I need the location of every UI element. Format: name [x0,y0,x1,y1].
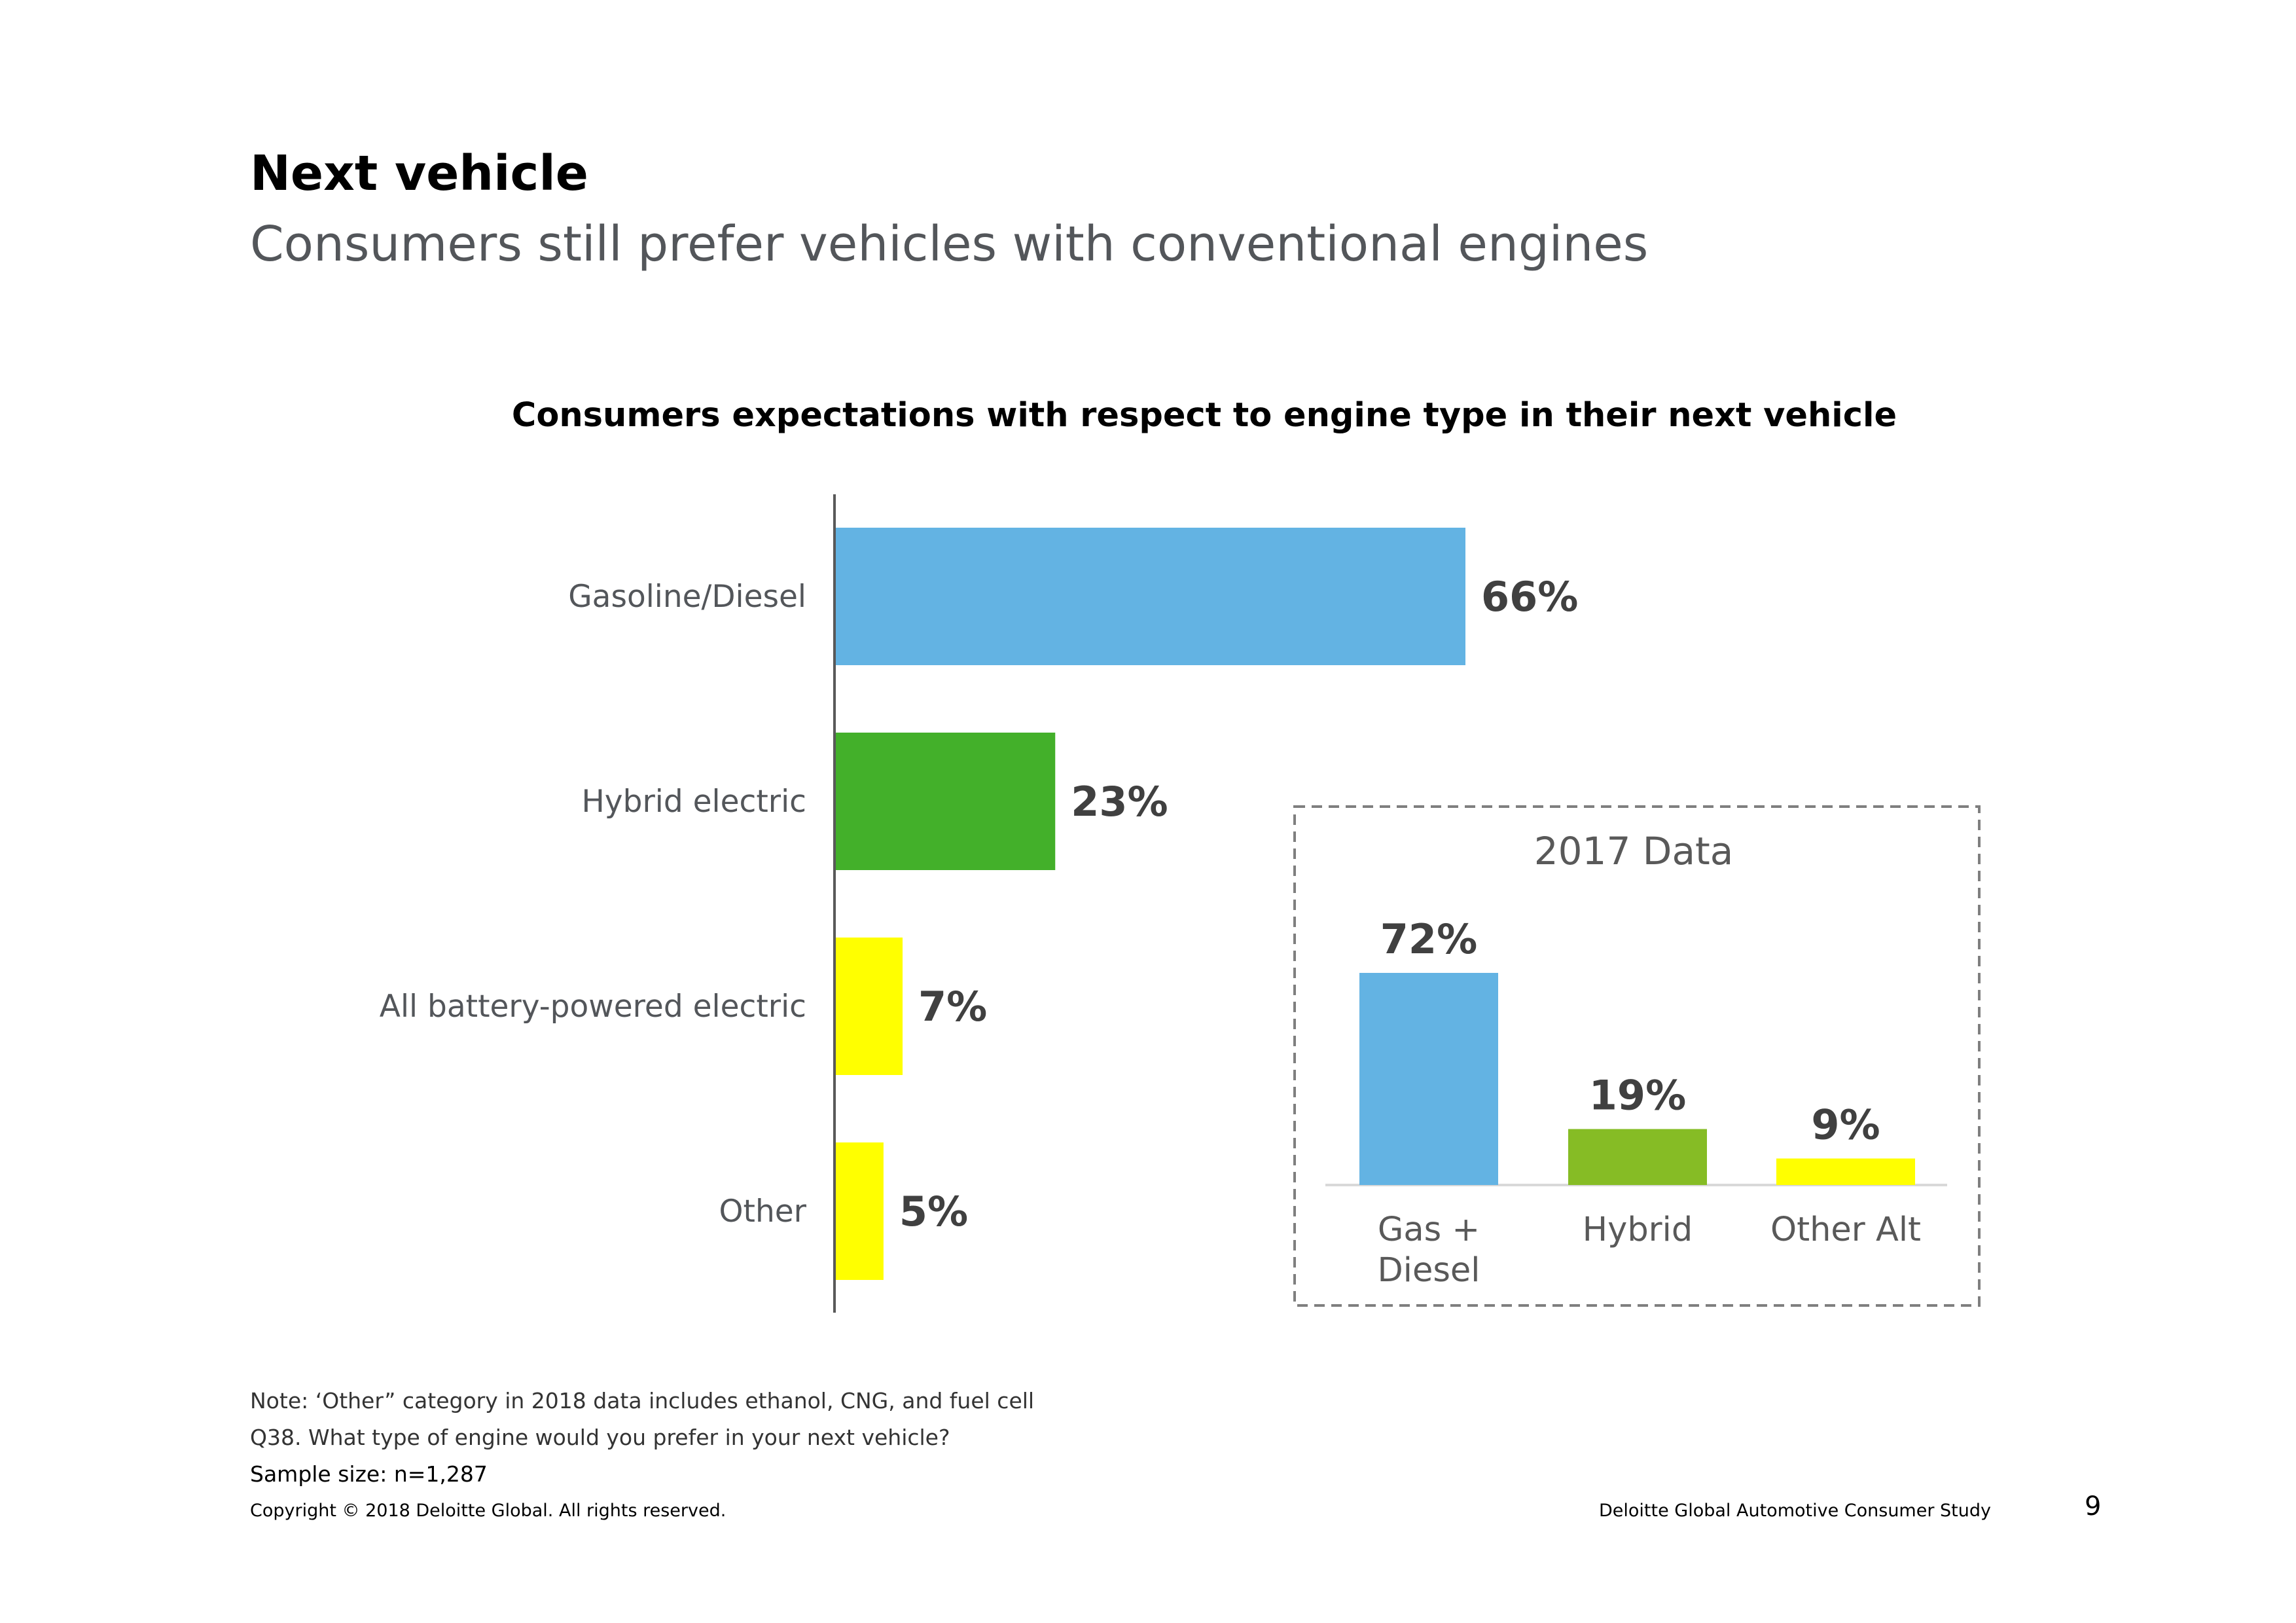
footnote-question: Q38. What type of engine would you prefe… [250,1425,950,1450]
inset-2017-chart: 2017 Data 72% Gas +Diesel 19% Hybrid 9% Other … [1293,805,1981,1307]
inset-value-label: 19% [1589,1072,1686,1120]
page-subtitle: Consumers still prefer vehicles with con… [250,216,1649,272]
value-label: 23% [1071,778,1168,826]
horizontal-bar-chart: Gasoline/Diesel 66% Hybrid electric 23% All … [380,494,1578,1313]
inset-category-label: Gas + [1378,1211,1480,1249]
inset-value-label: 9% [1811,1101,1880,1149]
category-label: Hybrid electric [581,784,806,820]
charts-canvas: Gasoline/Diesel 66% Hybrid electric 23% All … [380,494,1981,1313]
chart-title: Consumers expectations with respect to e… [511,396,1897,435]
bar-all-battery-powered-electric [836,938,903,1075]
category-label: All battery-powered electric [380,989,806,1025]
value-label: 66% [1481,573,1578,621]
footnotes: Note: ‘Other” category in 2018 data incl… [250,1383,1034,1493]
inset-bar-gas-diesel [1359,973,1498,1185]
page-number: 9 [2085,1491,2102,1522]
study-name: Deloitte Global Automotive Consumer Stud… [1599,1501,1991,1521]
inset-category-label: Diesel [1378,1251,1480,1290]
footnote-note: Note: ‘Other” category in 2018 data incl… [250,1388,1035,1413]
inset-bar-other-alt [1776,1158,1915,1185]
inset-bar-hybrid [1568,1129,1707,1185]
category-label: Other [719,1194,807,1230]
category-label: Gasoline/Diesel [568,579,806,615]
value-label: 7% [918,983,987,1030]
bar-hybrid-electric [836,733,1056,870]
inset-title: 2017 Data [1534,829,1734,873]
inset-category-label: Hybrid [1583,1211,1693,1249]
inset-dashed-frame [1293,805,1981,1307]
bar-gasoline-diesel [836,528,1465,665]
copyright: Copyright © 2018 Deloitte Global. All ri… [250,1501,726,1521]
page-title: Next vehicle [250,145,588,202]
bar-other [836,1142,884,1280]
inset-value-label: 72% [1380,915,1477,963]
footnote-sample-size: Sample size: n=1,287 [250,1461,488,1487]
value-label: 5% [899,1188,968,1235]
inset-category-label: Other Alt [1770,1211,1921,1249]
